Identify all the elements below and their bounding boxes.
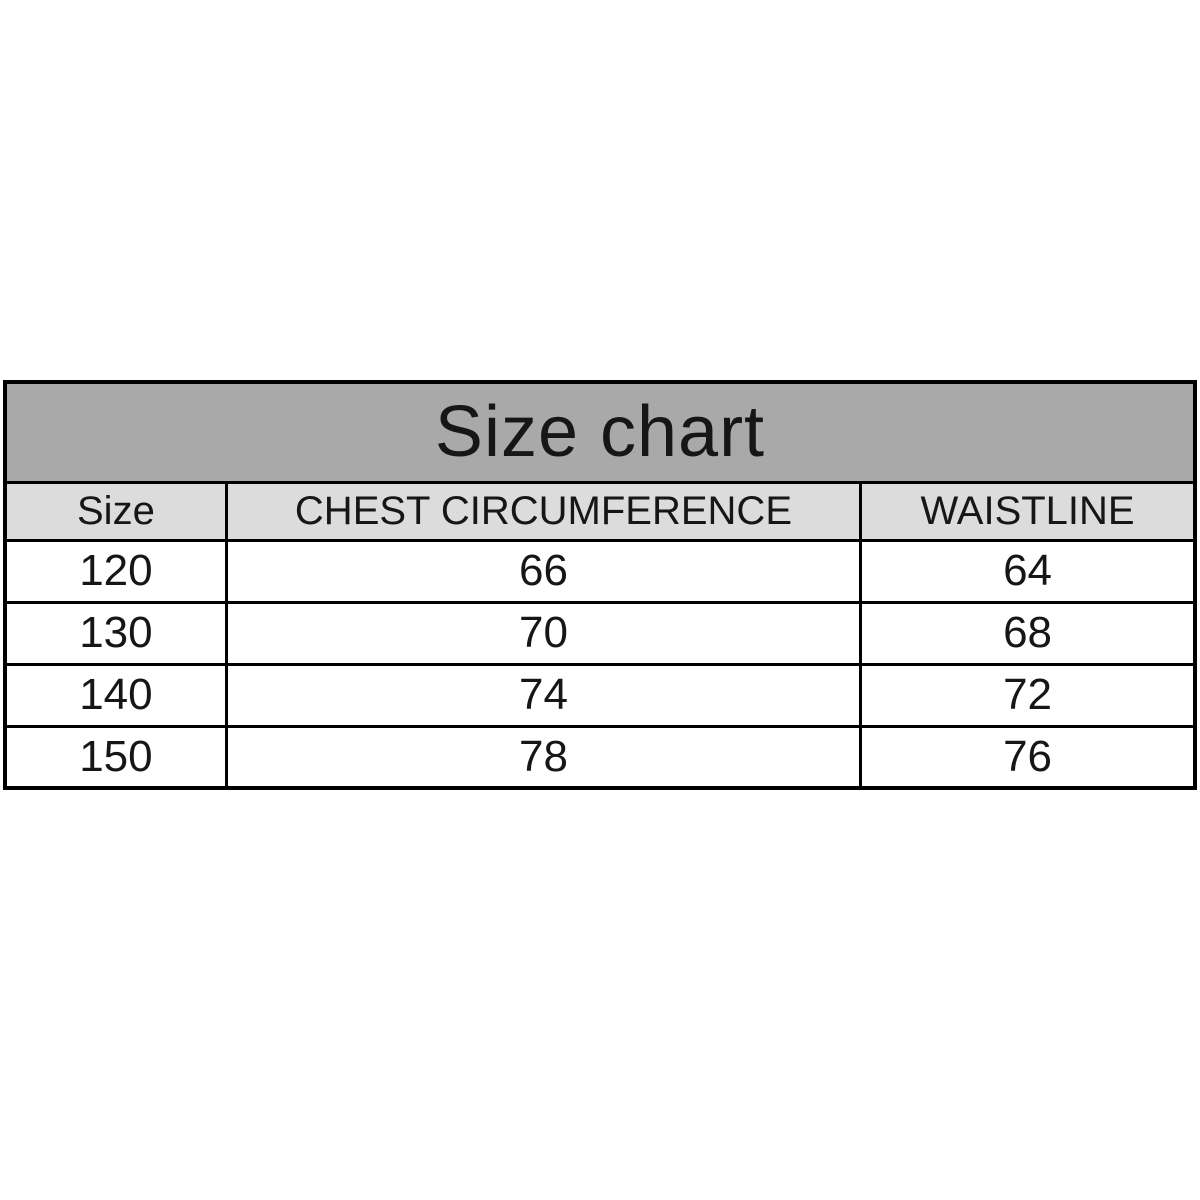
- table-row: 150 78 76: [3, 724, 1197, 790]
- cell-waistline: 76: [859, 724, 1197, 790]
- cell-chest-circumference: 74: [224, 662, 863, 728]
- cell-waistline: 68: [859, 600, 1197, 666]
- table-row: 130 70 68: [3, 600, 1197, 666]
- cell-chest-circumference: 70: [224, 600, 863, 666]
- cell-chest-circumference: 66: [224, 538, 863, 604]
- title-row: Size chart: [3, 380, 1197, 484]
- column-header-chest-circumference: CHEST CIRCUMFERENCE: [224, 480, 863, 542]
- table-title: Size chart: [3, 380, 1197, 484]
- size-chart-table: Size chart Size CHEST CIRCUMFERENCE WAIS…: [3, 380, 1197, 790]
- column-header-size: Size: [3, 480, 228, 542]
- cell-size: 120: [3, 538, 228, 604]
- cell-waistline: 64: [859, 538, 1197, 604]
- cell-waistline: 72: [859, 662, 1197, 728]
- table-row: 140 74 72: [3, 662, 1197, 728]
- table-row: 120 66 64: [3, 538, 1197, 604]
- cell-chest-circumference: 78: [224, 724, 863, 790]
- cell-size: 140: [3, 662, 228, 728]
- cell-size: 130: [3, 600, 228, 666]
- column-header-waistline: WAISTLINE: [859, 480, 1197, 542]
- header-row: Size CHEST CIRCUMFERENCE WAISTLINE: [3, 480, 1197, 542]
- cell-size: 150: [3, 724, 228, 790]
